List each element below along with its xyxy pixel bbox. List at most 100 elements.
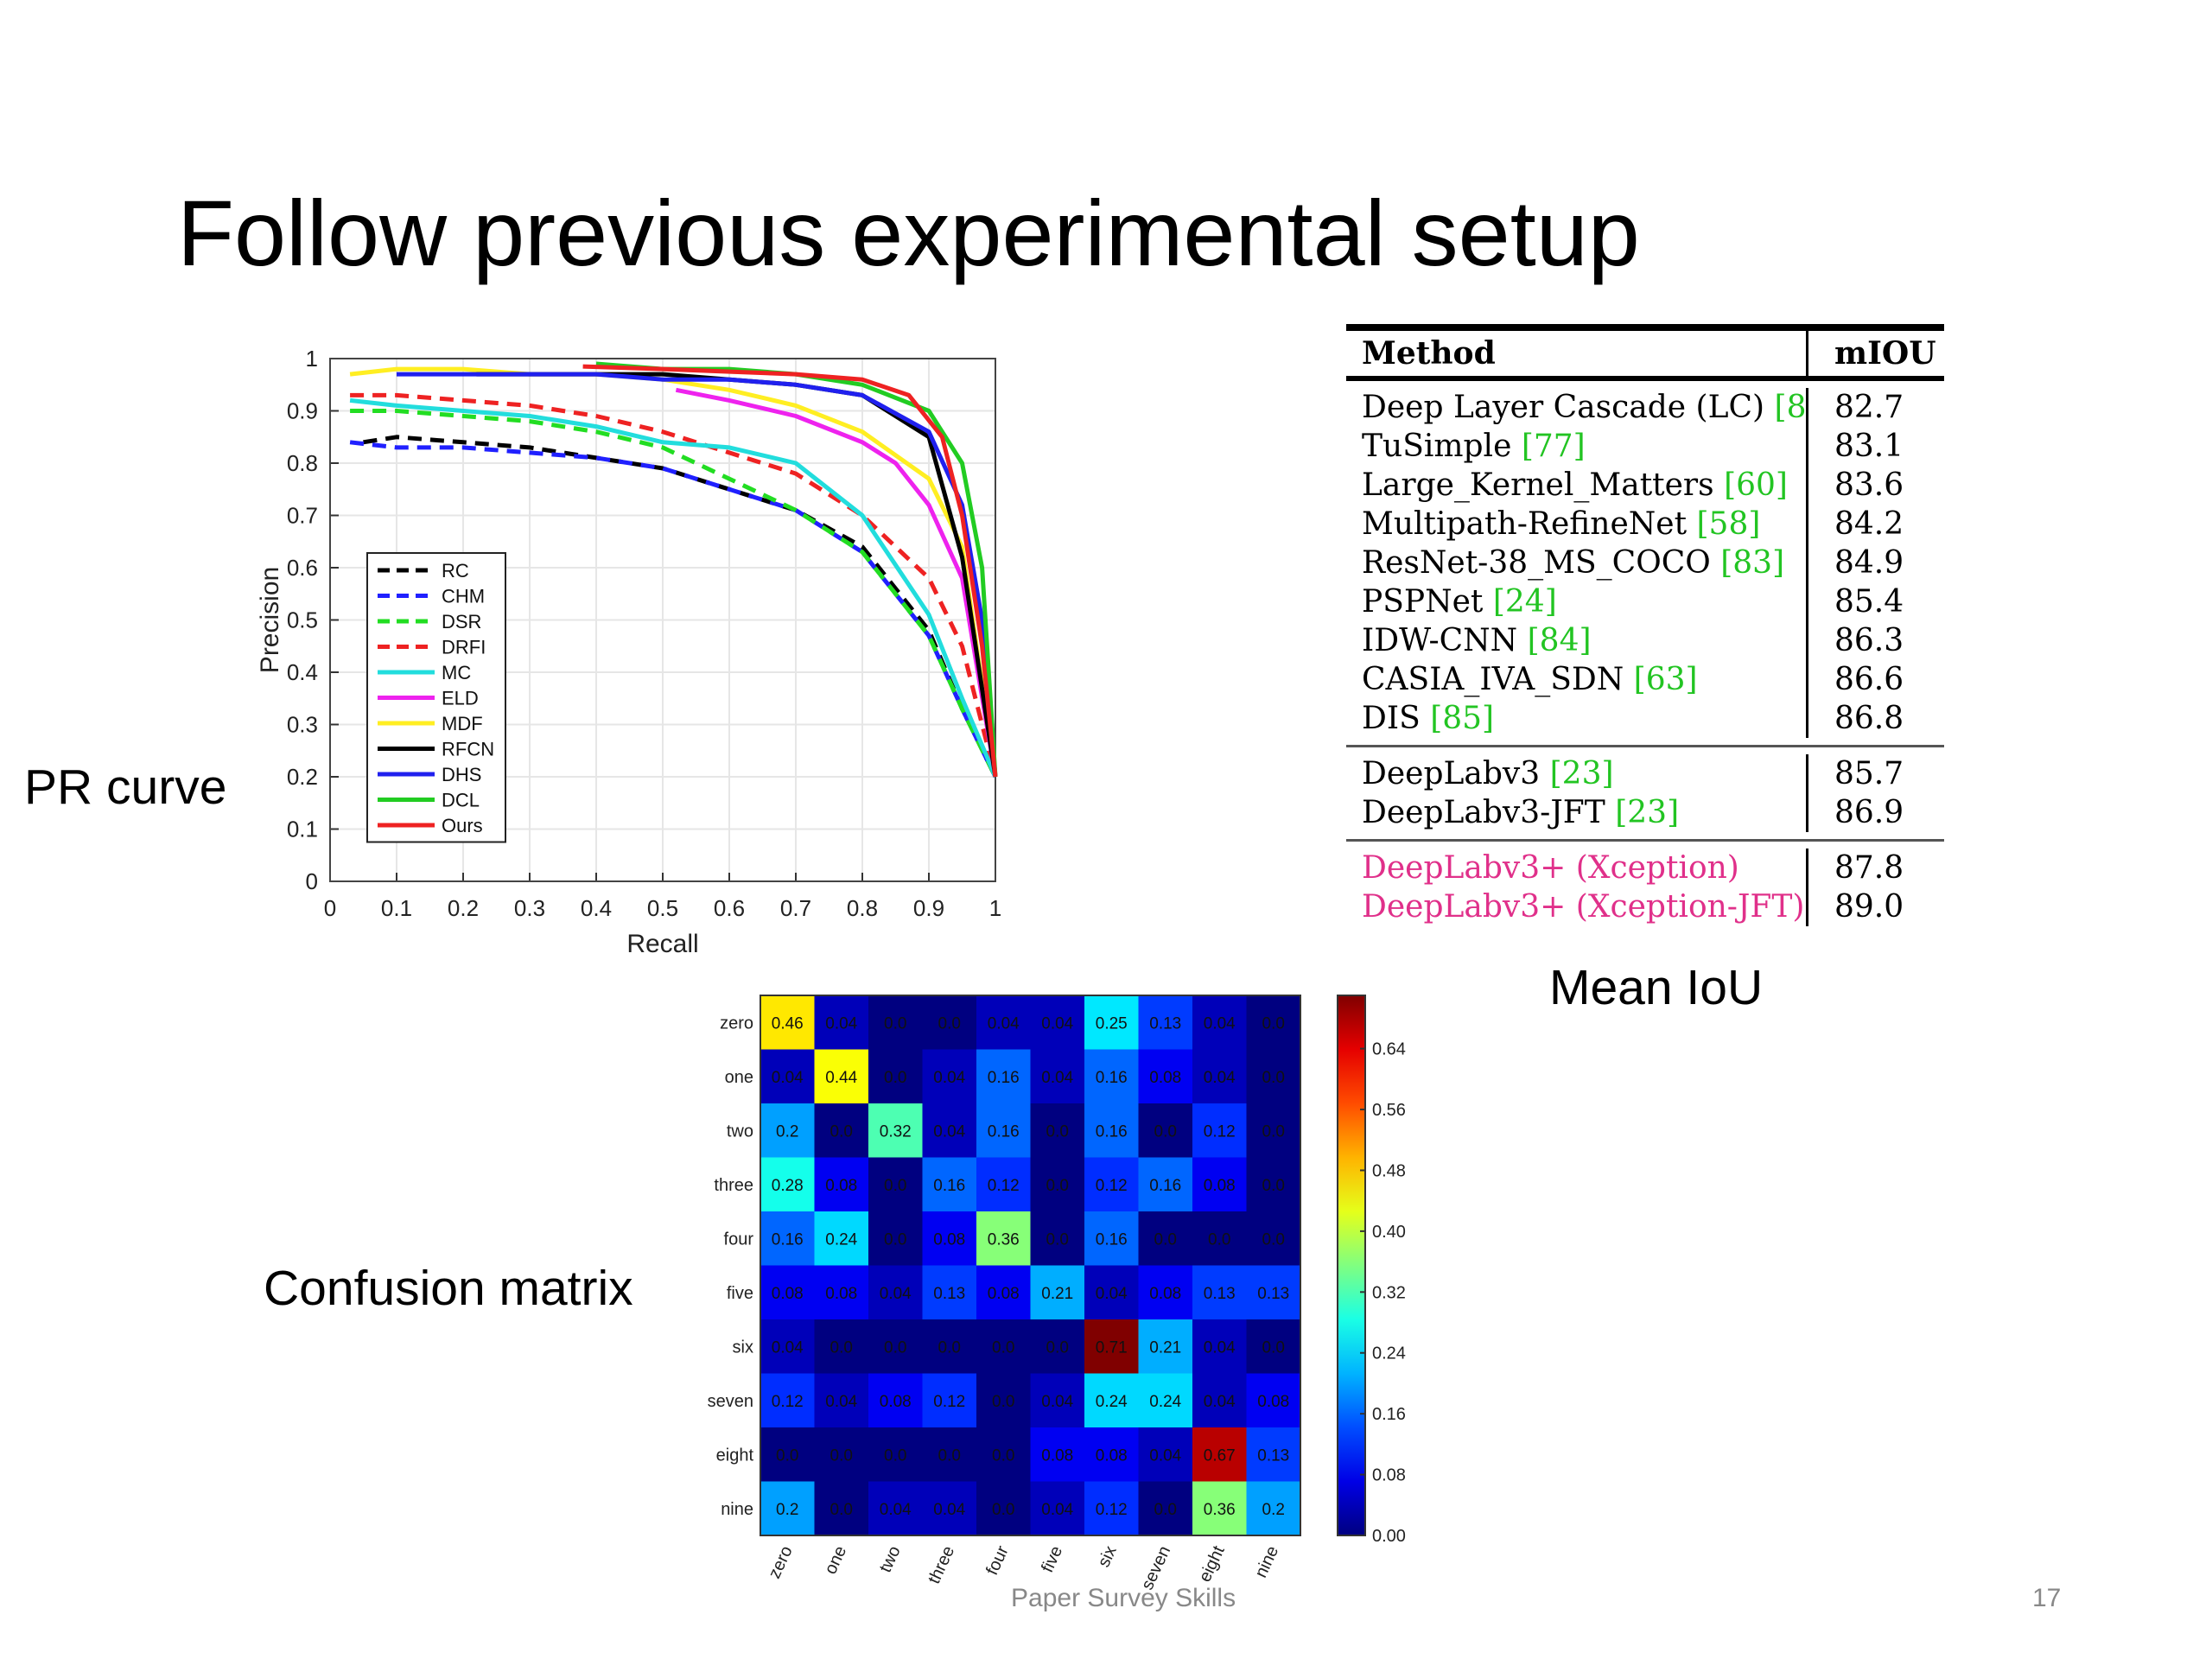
heatmap-cell — [976, 1049, 1031, 1104]
cell-value-label: 0.08 — [825, 1177, 857, 1195]
cell-value-label: 0.0 — [884, 1177, 906, 1195]
colorbar-tick-label: 0.16 — [1372, 1405, 1406, 1424]
cell-value-label: 0.0 — [938, 1014, 961, 1033]
y-tick-label: 0.2 — [287, 764, 318, 790]
method-name: DeepLabv3-JFT — [1362, 795, 1605, 830]
table-row: DeepLabv3+ (Xception) 87.8 — [1346, 849, 1944, 887]
cell-value-label: 0.04 — [825, 1393, 857, 1411]
heatmap-cell — [868, 1049, 923, 1104]
heatmap-cell — [868, 1211, 923, 1266]
cell-value-label: 0.04 — [772, 1338, 804, 1357]
cell-value-label: 0.0 — [992, 1393, 1014, 1411]
heatmap-cell — [1084, 1049, 1139, 1104]
y-tick-label: 0.3 — [287, 712, 318, 738]
column-label: five — [1038, 1543, 1066, 1576]
cell-value-label: 0.04 — [933, 1122, 965, 1141]
citation-ref: [60] — [1713, 467, 1788, 503]
series-line-ours — [582, 364, 998, 778]
heatmap-cell — [976, 1157, 1031, 1212]
cell-value-label: 0.04 — [1204, 1014, 1236, 1033]
heatmap-cell — [976, 1319, 1031, 1374]
cell-value-label: 0.0 — [884, 1230, 906, 1249]
heatmap-cell — [868, 995, 923, 1050]
heatmap-frame — [760, 995, 1301, 1536]
heatmap-cell — [814, 1049, 869, 1104]
x-tick-label: 1 — [989, 895, 1001, 921]
method-name: Multipath-RefineNet — [1362, 506, 1688, 542]
method-name: IDW-CNN — [1362, 623, 1518, 658]
miou-cell: 85.4 — [1834, 584, 1904, 620]
x-tick-label: 0.4 — [581, 895, 612, 921]
heatmap-cell — [1192, 1049, 1247, 1104]
table-row: TuSimple [77] 83.1 — [1346, 427, 1944, 466]
cell-value-label: 0.28 — [772, 1177, 804, 1195]
cell-value-label: 0.12 — [933, 1393, 965, 1411]
heatmap-cell — [1084, 1481, 1139, 1536]
cell-value-label: 0.0 — [1154, 1122, 1177, 1141]
method-cell: Deep Layer Cascade (LC) [82] — [1346, 388, 1808, 427]
series-line-mc — [349, 397, 998, 778]
heatmap-cell — [1246, 1319, 1301, 1374]
citation-ref: [85] — [1420, 701, 1495, 736]
cell-value-label: 0.0 — [1262, 1069, 1285, 1087]
heatmap-cell — [1246, 995, 1301, 1050]
row-label: nine — [721, 1500, 753, 1519]
x-axis-label: Recall — [626, 930, 698, 958]
legend-label: ELD — [442, 688, 479, 709]
heatmap-cell — [1138, 1427, 1193, 1482]
heatmap-cell — [814, 995, 869, 1050]
y-tick-label: 0.7 — [287, 503, 318, 529]
method-name: CASIA_IVA_SDN — [1362, 662, 1624, 697]
heatmap-cell — [976, 1265, 1031, 1320]
heatmap-cell — [1138, 1049, 1193, 1104]
cell-value-label: 0.0 — [992, 1338, 1014, 1357]
cell-value-label: 0.46 — [772, 1014, 804, 1033]
heatmap-cell — [1192, 1211, 1247, 1266]
heatmap-cell — [1084, 1211, 1139, 1266]
heatmap-cell — [1138, 1265, 1193, 1320]
legend-label: Ours — [442, 815, 483, 836]
cell-value-label: 0.16 — [1149, 1177, 1181, 1195]
cell-value-label: 0.12 — [1096, 1177, 1128, 1195]
cell-value-label: 0.04 — [1041, 1014, 1073, 1033]
citation-ref: [58] — [1687, 506, 1761, 542]
heatmap-cell — [760, 1157, 815, 1212]
method-name: Deep Layer Cascade (LC) — [1362, 390, 1765, 425]
cell-value-label: 0.08 — [1149, 1069, 1181, 1087]
heatmap-cell — [1246, 1049, 1301, 1104]
heatmap-cell — [868, 1319, 923, 1374]
row-label: four — [724, 1230, 754, 1249]
legend-label: CHM — [442, 586, 485, 607]
series-line-dsr — [350, 409, 998, 779]
method-cell: ResNet-38_MS_COCO [83] — [1346, 543, 1808, 582]
cell-value-label: 0.0 — [1208, 1230, 1230, 1249]
heatmap-cell — [760, 995, 815, 1050]
colorbar-tick-label: 0.64 — [1372, 1040, 1406, 1059]
cell-value-label: 0.44 — [825, 1069, 857, 1087]
pr-plot-frame — [329, 358, 996, 882]
cell-value-label: 0.16 — [772, 1230, 804, 1249]
cell-value-label: 0.08 — [825, 1285, 857, 1303]
method-name: DeepLabv3 — [1362, 756, 1541, 791]
cell-value-label: 0.21 — [1149, 1338, 1181, 1357]
confusion-matrix-chart: 0.46 0.04 0.0 0.0 0.04 0.04 0.25 0.13 0.04 0.0 0.0… — [708, 995, 1406, 1592]
method-cell: DeepLabv3+ (Xception) — [1346, 849, 1808, 887]
cell-value-label: 0.0 — [1262, 1338, 1285, 1357]
cell-value-label: 0.04 — [1096, 1285, 1128, 1303]
table-row: DeepLabv3 [23] 85.7 — [1346, 754, 1944, 793]
heatmap-cell — [1192, 1103, 1247, 1158]
footer-text: Paper Survey Skills — [1011, 1584, 1236, 1612]
cell-value-label: 0.24 — [825, 1230, 857, 1249]
method-name: DeepLabv3+ (Xception) — [1362, 850, 1739, 886]
heatmap-cell — [1084, 995, 1139, 1050]
cell-value-label: 0.0 — [1046, 1177, 1069, 1195]
cell-value-label: 0.08 — [1204, 1177, 1236, 1195]
heatmap-cell — [1192, 1373, 1247, 1428]
heatmap-cell — [1246, 1427, 1301, 1482]
citation-ref: [82] — [1774, 390, 1807, 425]
heatmap-cell — [1192, 1157, 1247, 1212]
heatmap-cell — [760, 1373, 815, 1428]
cell-value-label: 0.0 — [938, 1338, 961, 1357]
method-name: DIS — [1362, 701, 1421, 736]
heatmap-cell — [760, 1049, 815, 1104]
